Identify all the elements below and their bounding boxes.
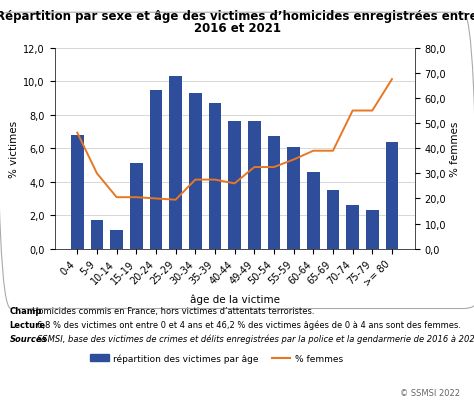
Bar <box>268 137 280 249</box>
Text: : 6,8 % des victimes ont entre 0 et 4 ans et 46,2 % des victimes âgées de 0 à 4 : : 6,8 % des victimes ont entre 0 et 4 an… <box>29 320 461 329</box>
Bar <box>189 94 201 249</box>
Bar <box>130 164 143 249</box>
Y-axis label: % victimes: % victimes <box>9 120 19 177</box>
Bar <box>366 211 379 249</box>
Text: Sources: Sources <box>9 334 47 343</box>
Bar <box>110 231 123 249</box>
Bar <box>228 122 241 249</box>
Bar <box>71 135 84 249</box>
Bar <box>346 206 359 249</box>
X-axis label: âge de la victime: âge de la victime <box>190 294 280 304</box>
Text: Répartition par sexe et âge des victimes d’homicides enregistrées entre: Répartition par sexe et âge des victimes… <box>0 10 474 23</box>
Text: : SSMSI, base des victimes de crimes et délits enregistrées par la police et la : : SSMSI, base des victimes de crimes et … <box>29 334 474 343</box>
Bar <box>91 221 103 249</box>
Text: Lecture: Lecture <box>9 320 46 329</box>
Text: 2016 et 2021: 2016 et 2021 <box>193 22 281 35</box>
Legend: répartition des victimes par âge, % femmes: répartition des victimes par âge, % femm… <box>87 350 346 367</box>
Bar <box>150 90 163 249</box>
Bar <box>327 191 339 249</box>
Text: : Homicides commis en France, hors victimes d’attentats terroristes.: : Homicides commis en France, hors victi… <box>24 306 314 315</box>
Bar <box>169 77 182 249</box>
Y-axis label: % femmes: % femmes <box>450 121 460 177</box>
Text: © SSMSI 2022: © SSMSI 2022 <box>400 388 460 397</box>
Bar <box>307 172 319 249</box>
Bar <box>209 104 221 249</box>
Bar <box>287 147 300 249</box>
Bar <box>385 142 398 249</box>
Bar <box>248 122 261 249</box>
Text: Champ: Champ <box>9 306 42 315</box>
